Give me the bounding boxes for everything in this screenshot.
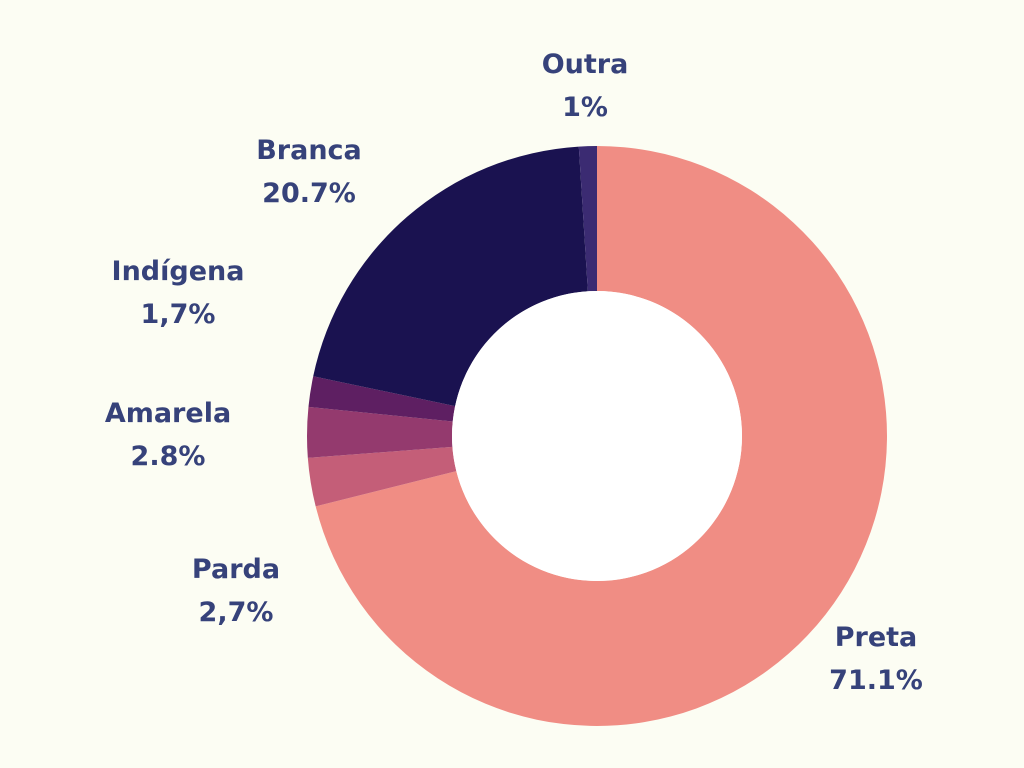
- slice-outra: [578, 146, 597, 292]
- slice-parda: [307, 446, 457, 507]
- slice-indigena: [308, 376, 456, 422]
- slice-label-branca: Branca: [256, 135, 362, 166]
- donut-hole: [452, 291, 742, 581]
- slice-label-parda: Parda: [192, 554, 280, 585]
- slice-value-indigena: 1,7%: [141, 299, 216, 330]
- donut-slices: [307, 146, 887, 727]
- slice-branca: [313, 146, 588, 407]
- slice-amarela: [307, 406, 453, 458]
- slice-value-amarela: 2.8%: [131, 441, 206, 472]
- slice-label-indigena: Indígena: [112, 256, 245, 287]
- slice-preta: [315, 146, 887, 727]
- slice-value-outra: 1%: [562, 92, 608, 123]
- slice-label-amarela: Amarela: [105, 398, 231, 429]
- slice-value-preta: 71.1%: [829, 665, 923, 696]
- slice-label-outra: Outra: [542, 49, 629, 80]
- slice-value-branca: 20.7%: [262, 178, 356, 209]
- slice-value-parda: 2,7%: [199, 597, 274, 628]
- slice-label-preta: Preta: [835, 622, 918, 653]
